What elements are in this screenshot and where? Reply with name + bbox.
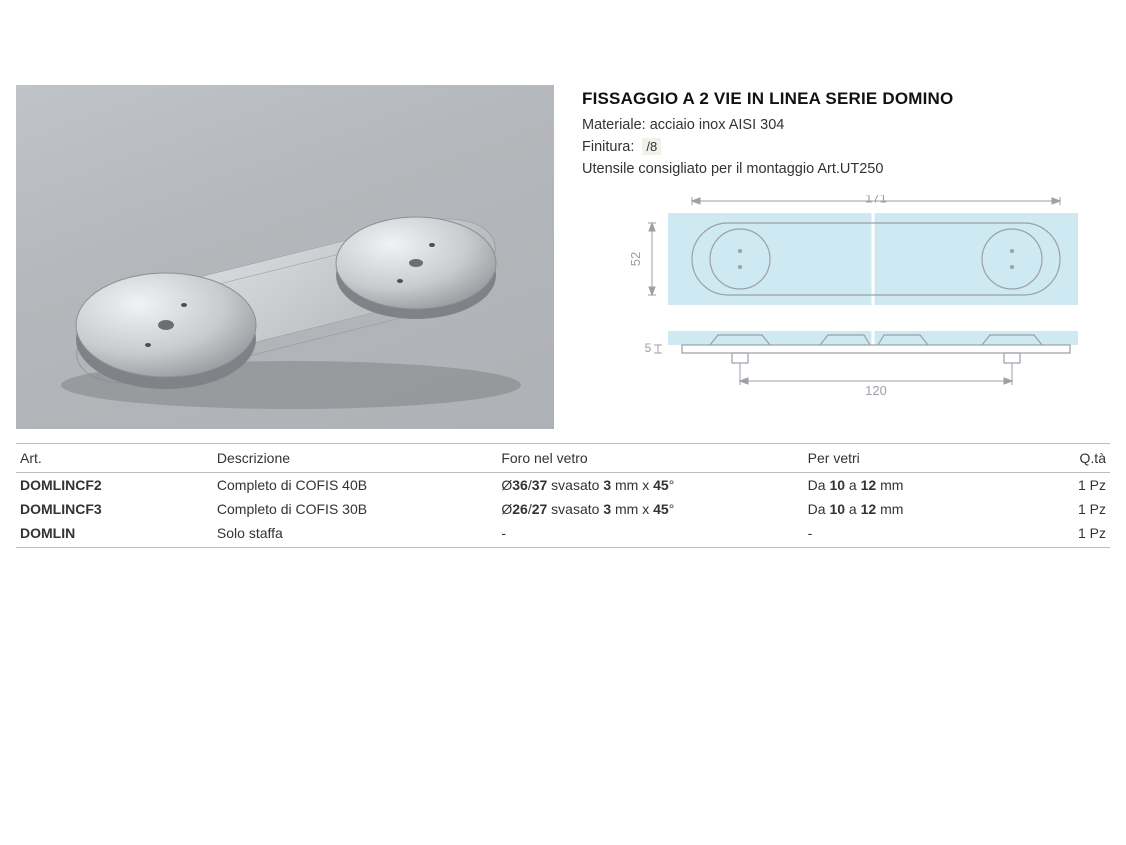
- product-title: FISSAGGIO A 2 VIE IN LINEA SERIE DOMINO: [582, 89, 1110, 109]
- cell-vetri: Da 10 a 12 mm: [804, 473, 1001, 498]
- table-row: DOMLINSolo staffa--1 Pz: [16, 521, 1110, 548]
- material-label: Materiale:: [582, 117, 646, 133]
- dim-thickness: 5: [645, 341, 652, 355]
- technical-drawing: 171: [582, 195, 1102, 415]
- material-line: Materiale: acciaio inox AISI 304: [582, 117, 1110, 133]
- cell-desc: Solo staffa: [213, 521, 497, 548]
- content: FISSAGGIO A 2 VIE IN LINEA SERIE DOMINO …: [16, 85, 1110, 548]
- col-foro: Foro nel vetro: [497, 444, 803, 473]
- cell-qta: 1 Pz: [1001, 473, 1110, 498]
- finish-label: Finitura:: [582, 139, 634, 155]
- cell-qta: 1 Pz: [1001, 521, 1110, 548]
- cell-qta: 1 Pz: [1001, 497, 1110, 521]
- info-column: FISSAGGIO A 2 VIE IN LINEA SERIE DOMINO …: [582, 85, 1110, 415]
- cell-art: DOMLINCF3: [16, 497, 213, 521]
- dim-centers: 120: [865, 383, 887, 398]
- cell-vetri: -: [804, 521, 1001, 548]
- finish-line: Finitura: /8: [582, 139, 1110, 155]
- col-desc: Descrizione: [213, 444, 497, 473]
- top-row: FISSAGGIO A 2 VIE IN LINEA SERIE DOMINO …: [16, 85, 1110, 429]
- col-art: Art.: [16, 444, 213, 473]
- finish-value: /8: [642, 138, 661, 155]
- table-header-row: Art. Descrizione Foro nel vetro Per vetr…: [16, 444, 1110, 473]
- drawing-svg: 171: [582, 195, 1102, 415]
- cell-art: DOMLINCF2: [16, 473, 213, 498]
- material-value: acciaio inox AISI 304: [650, 117, 785, 133]
- cell-desc: Completo di COFIS 40B: [213, 473, 497, 498]
- spec-table: Art. Descrizione Foro nel vetro Per vetr…: [16, 443, 1110, 548]
- table-row: DOMLINCF3Completo di COFIS 30BØ26/27 sva…: [16, 497, 1110, 521]
- cell-desc: Completo di COFIS 30B: [213, 497, 497, 521]
- cell-vetri: Da 10 a 12 mm: [804, 497, 1001, 521]
- tool-note: Utensile consigliato per il montaggio Ar…: [582, 161, 1110, 177]
- cell-foro: Ø26/27 svasato 3 mm x 45°: [497, 497, 803, 521]
- product-photo: [16, 85, 554, 429]
- cell-foro: Ø36/37 svasato 3 mm x 45°: [497, 473, 803, 498]
- product-photo-svg: [16, 85, 554, 429]
- col-qta: Q.tà: [1001, 444, 1110, 473]
- table-row: DOMLINCF2Completo di COFIS 40BØ36/37 sva…: [16, 473, 1110, 498]
- col-vetri: Per vetri: [804, 444, 1001, 473]
- dim-width: 171: [865, 195, 887, 205]
- dim-height: 52: [628, 252, 643, 266]
- cell-art: DOMLIN: [16, 521, 213, 548]
- cell-foro: -: [497, 521, 803, 548]
